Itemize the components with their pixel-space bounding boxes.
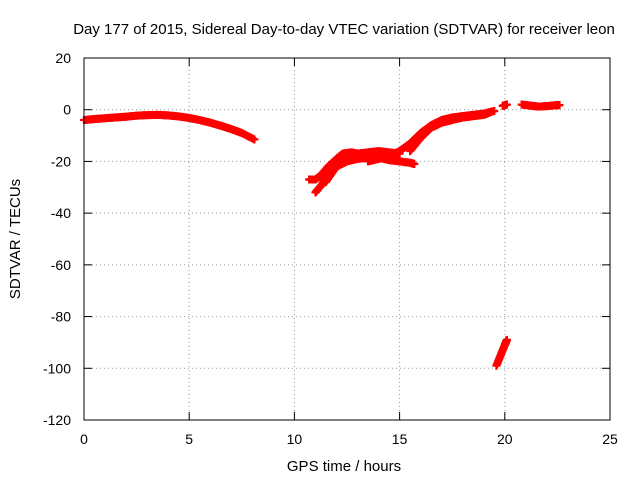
y-tick-label: 0 [63,102,71,118]
axis-ticks: 0 5 10 15 20 25 20 0 -20 -40 -60 -80 -100 -120 [43,50,618,447]
data-series-arc-7 [492,335,511,370]
data-point [555,101,564,110]
x-tick-label: 20 [497,431,513,447]
x-tick-label: 25 [602,431,618,447]
y-tick-label: -60 [51,257,71,273]
y-tick-label: 20 [55,50,71,66]
data-point [502,100,511,109]
data-point [490,107,499,116]
plot-frame [83,57,611,421]
data-series-arc-8 [498,100,511,110]
data-points [80,100,564,370]
x-axis-label: GPS time / hours [287,458,401,475]
data-series-arc-9 [517,100,564,111]
x-tick-label: 15 [392,431,408,447]
data-series-arc-1 [80,110,259,144]
y-tick-label: -80 [51,309,71,325]
y-tick-label: -20 [51,153,71,169]
data-series-arc-6 [406,108,495,156]
chart-title: Day 177 of 2015, Sidereal Day-to-day VTE… [73,21,615,38]
data-point [250,135,259,144]
x-tick-label: 0 [80,431,88,447]
data-point [486,108,495,117]
y-tick-label: -100 [43,360,71,376]
x-tick-label: 5 [185,431,193,447]
y-tick-label: -120 [43,412,71,428]
y-axis-label: SDTVAR / TECUs [7,179,24,299]
data-point [345,149,354,158]
data-point [502,335,511,344]
x-tick-label: 10 [287,431,303,447]
data-point [410,160,419,169]
y-tick-label: -40 [51,205,71,221]
